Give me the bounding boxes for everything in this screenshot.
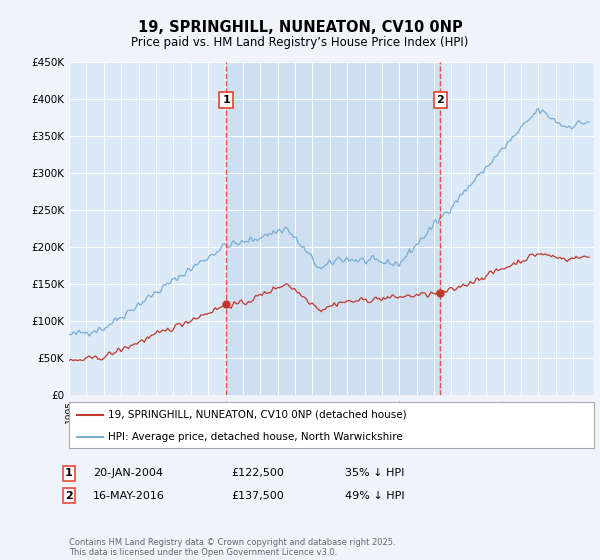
Text: 20-JAN-2004: 20-JAN-2004	[93, 468, 163, 478]
Text: 1: 1	[65, 468, 73, 478]
Text: 19, SPRINGHILL, NUNEATON, CV10 0NP: 19, SPRINGHILL, NUNEATON, CV10 0NP	[137, 20, 463, 35]
Text: Contains HM Land Registry data © Crown copyright and database right 2025.
This d: Contains HM Land Registry data © Crown c…	[69, 538, 395, 557]
Text: £122,500: £122,500	[231, 468, 284, 478]
Text: 16-MAY-2016: 16-MAY-2016	[93, 491, 165, 501]
Bar	[226, 62, 440, 395]
Text: 35% ↓ HPI: 35% ↓ HPI	[345, 468, 404, 478]
Text: Price paid vs. HM Land Registry’s House Price Index (HPI): Price paid vs. HM Land Registry’s House …	[131, 36, 469, 49]
Text: 2: 2	[65, 491, 73, 501]
Text: 2: 2	[437, 95, 445, 105]
Text: £137,500: £137,500	[231, 491, 284, 501]
Text: HPI: Average price, detached house, North Warwickshire: HPI: Average price, detached house, Nort…	[109, 432, 403, 441]
Text: 1: 1	[223, 95, 230, 105]
Text: 49% ↓ HPI: 49% ↓ HPI	[345, 491, 404, 501]
Text: 19, SPRINGHILL, NUNEATON, CV10 0NP (detached house): 19, SPRINGHILL, NUNEATON, CV10 0NP (deta…	[109, 410, 407, 420]
